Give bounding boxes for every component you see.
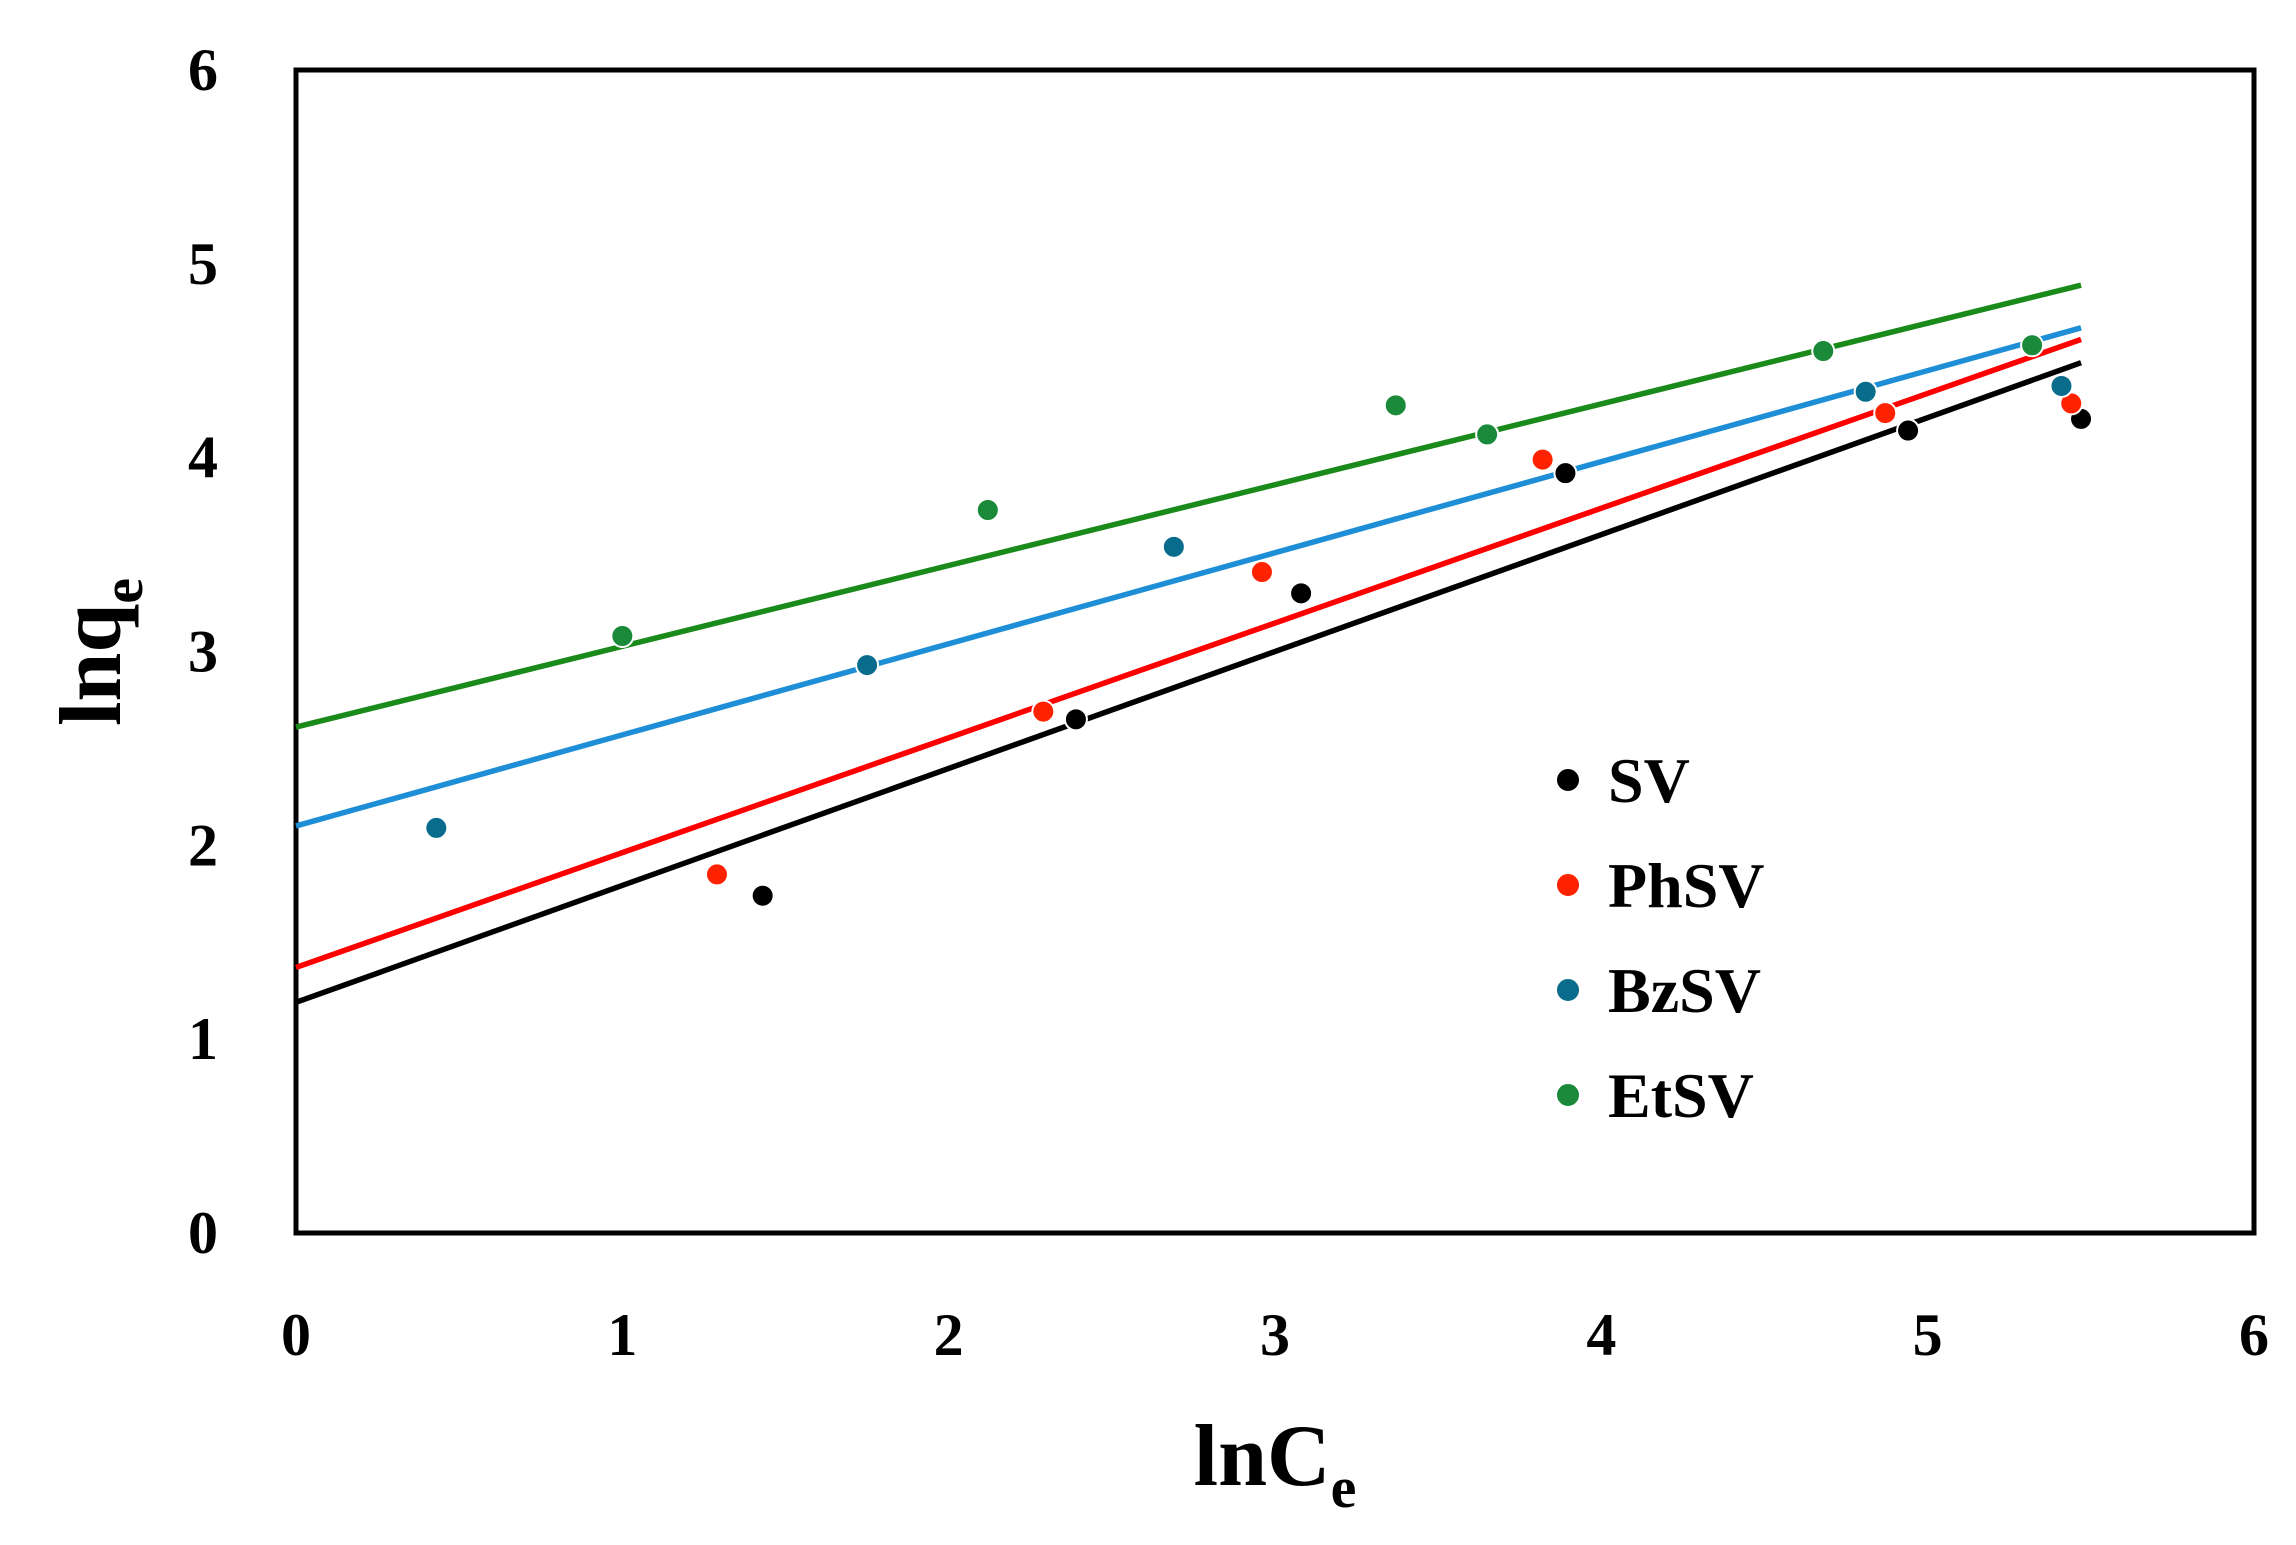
data-point-phsv [704, 862, 729, 887]
y-tick-label: 6 [188, 37, 218, 103]
data-point-bzsv [1161, 534, 1186, 559]
x-tick-label: 1 [607, 1302, 637, 1368]
x-tick-label: 4 [1586, 1302, 1616, 1368]
data-point-etsv [1811, 339, 1836, 364]
data-point-sv [1553, 461, 1578, 486]
data-point-sv [1896, 418, 1921, 443]
data-point-phsv [1530, 447, 1555, 472]
data-point-bzsv [1853, 379, 1878, 404]
data-point-phsv [1031, 699, 1056, 724]
data-point-bzsv [424, 815, 449, 840]
legend-marker-phsv [1555, 872, 1581, 898]
legend-marker-sv [1555, 767, 1581, 793]
data-point-etsv [610, 623, 635, 648]
data-point-etsv [975, 498, 1000, 523]
fit-line-sv [295, 360, 2082, 1005]
fit-line-bzsv [295, 325, 2082, 829]
x-tick-label: 2 [934, 1302, 964, 1368]
legend-marker-bzsv [1555, 977, 1581, 1003]
y-tick-label: 1 [188, 1006, 218, 1072]
y-tick-label: 3 [188, 619, 218, 685]
data-point-sv [1063, 707, 1088, 732]
data-point-phsv [1873, 401, 1898, 426]
legend-label-bzsv: BzSV [1608, 955, 1761, 1026]
data-point-phsv [1249, 560, 1274, 585]
fit-line-phsv [295, 336, 2082, 971]
x-tick-labels: 0 1 2 3 4 5 6 [281, 1302, 2269, 1368]
y-axis-title: lnqe [43, 578, 155, 726]
x-tick-label: 5 [1913, 1302, 1943, 1368]
data-point-sv [1289, 581, 1314, 606]
x-axis-title: lnCe [1194, 1408, 1357, 1520]
legend-marker-etsv [1555, 1082, 1581, 1108]
legend-label-phsv: PhSV [1608, 850, 1765, 921]
data-point-bzsv [855, 653, 880, 678]
legend: SV PhSV BzSV EtSV [1555, 745, 1765, 1131]
x-tick-label: 3 [1260, 1302, 1290, 1368]
x-tick-label: 0 [281, 1302, 311, 1368]
y-tick-label: 5 [188, 231, 218, 297]
legend-label-sv: SV [1608, 745, 1690, 816]
data-point-sv [750, 883, 775, 908]
y-tick-label: 0 [188, 1200, 218, 1266]
legend-label-etsv: EtSV [1608, 1060, 1754, 1131]
data-point-etsv [1475, 422, 1500, 447]
y-tick-label: 2 [188, 812, 218, 878]
y-tick-labels: 0 1 2 3 4 5 6 [188, 37, 218, 1266]
fit-line-etsv [295, 282, 2082, 730]
data-point-etsv [1383, 393, 1408, 418]
data-points [424, 333, 2094, 908]
fit-lines [295, 282, 2082, 1005]
y-tick-label: 4 [188, 425, 218, 491]
data-point-bzsv [2049, 373, 2074, 398]
data-point-etsv [2020, 333, 2045, 358]
x-tick-label: 6 [2239, 1302, 2269, 1368]
